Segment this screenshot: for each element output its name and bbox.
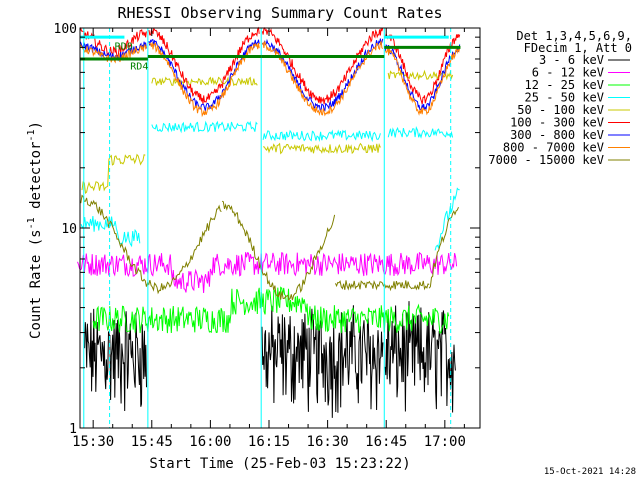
legend-label: 7000 - 15000 keV — [488, 153, 604, 167]
series-12-25kev — [92, 286, 450, 334]
series-100-300kev-seg1 — [148, 26, 260, 105]
series-100-300kev-seg2 — [261, 26, 384, 105]
series-800-7000kev-seg3 — [384, 47, 461, 116]
legend-label: 3 - 6 keV — [539, 53, 604, 67]
legend-label: 300 - 800 keV — [510, 128, 604, 142]
legend-label: 50 - 100 keV — [517, 103, 604, 117]
series-25-50kev-d — [387, 125, 454, 139]
series-6-12kev — [77, 251, 458, 294]
series-7000-15000kev-b — [221, 200, 336, 301]
legend-label: 25 - 50 keV — [525, 91, 604, 105]
series-100-300kev-seg0 — [79, 26, 147, 57]
y-axis-label: Count Rate (s-1 detector-1) — [26, 121, 44, 339]
series-50-100kev-b — [151, 76, 258, 87]
x-tick-label: 16:00 — [189, 434, 231, 450]
y-axis-label-end: ) — [28, 121, 44, 129]
y-tick-label: 10 — [61, 222, 77, 237]
series-3-6kev-seg1 — [261, 305, 384, 418]
chart-title: RHESSI Observing Summary Count Rates — [117, 4, 442, 22]
timestamp: 15-Oct-2021 14:28 — [544, 467, 636, 477]
x-tick-label: 16:15 — [248, 434, 290, 450]
y-axis-label-part2: detector — [28, 142, 44, 218]
y-axis-label-sup2: -1 — [26, 129, 37, 141]
x-tick-label: 16:30 — [307, 434, 349, 450]
series-3-6kev-seg2 — [384, 301, 456, 413]
series-800-7000kev-seg2 — [261, 39, 384, 117]
legend-label: 6 - 12 keV — [532, 66, 604, 80]
legend-header-line2: FDecim 1, Att 0 — [524, 41, 632, 55]
x-tick-label: 16:45 — [365, 434, 407, 450]
series-7000-15000kev-d — [428, 207, 459, 289]
annotation-rd0: RD0 — [115, 42, 133, 53]
series-25-50kev-b — [151, 120, 258, 134]
axis-layer: 15:30 15:45 16:00 16:15 16:30 16:45 17:00 1 10 10… — [54, 22, 481, 450]
x-tick-label: 15:30 — [72, 434, 114, 450]
legend-label: 800 - 7000 keV — [503, 141, 604, 155]
series-25-50kev-c — [262, 129, 381, 143]
y-tick-label: 1 — [69, 422, 77, 437]
y-axis-label-part1: Count Rate (s — [28, 229, 44, 339]
series-100-300kev-seg3 — [384, 32, 461, 105]
legend-header-line1: Det 1,3,4,5,6,9, — [516, 29, 632, 43]
x-tick-label: 17:00 — [424, 434, 466, 450]
plot-data-layer: RD0 RD4 — [77, 26, 461, 428]
series-7000-15000kev-a — [80, 194, 222, 295]
legend-label: 12 - 25 keV — [525, 78, 604, 92]
y-axis-label-sup1: -1 — [26, 217, 37, 229]
series-7000-15000kev-c — [334, 279, 430, 292]
series-800-7000kev-seg1 — [148, 42, 260, 118]
legend-label: 100 - 300 keV — [510, 116, 604, 130]
series-25-50kev-e — [434, 187, 460, 251]
y-tick-label: 100 — [54, 22, 77, 37]
annotation-rd4: RD4 — [130, 62, 148, 73]
x-axis-label: Start Time (25-Feb-03 15:23:22) — [149, 456, 410, 472]
x-tick-label: 15:45 — [131, 434, 173, 450]
series-50-100kev-c — [263, 142, 381, 155]
series-25-50kev-a — [80, 215, 141, 248]
series-50-100kev-a — [81, 153, 146, 194]
